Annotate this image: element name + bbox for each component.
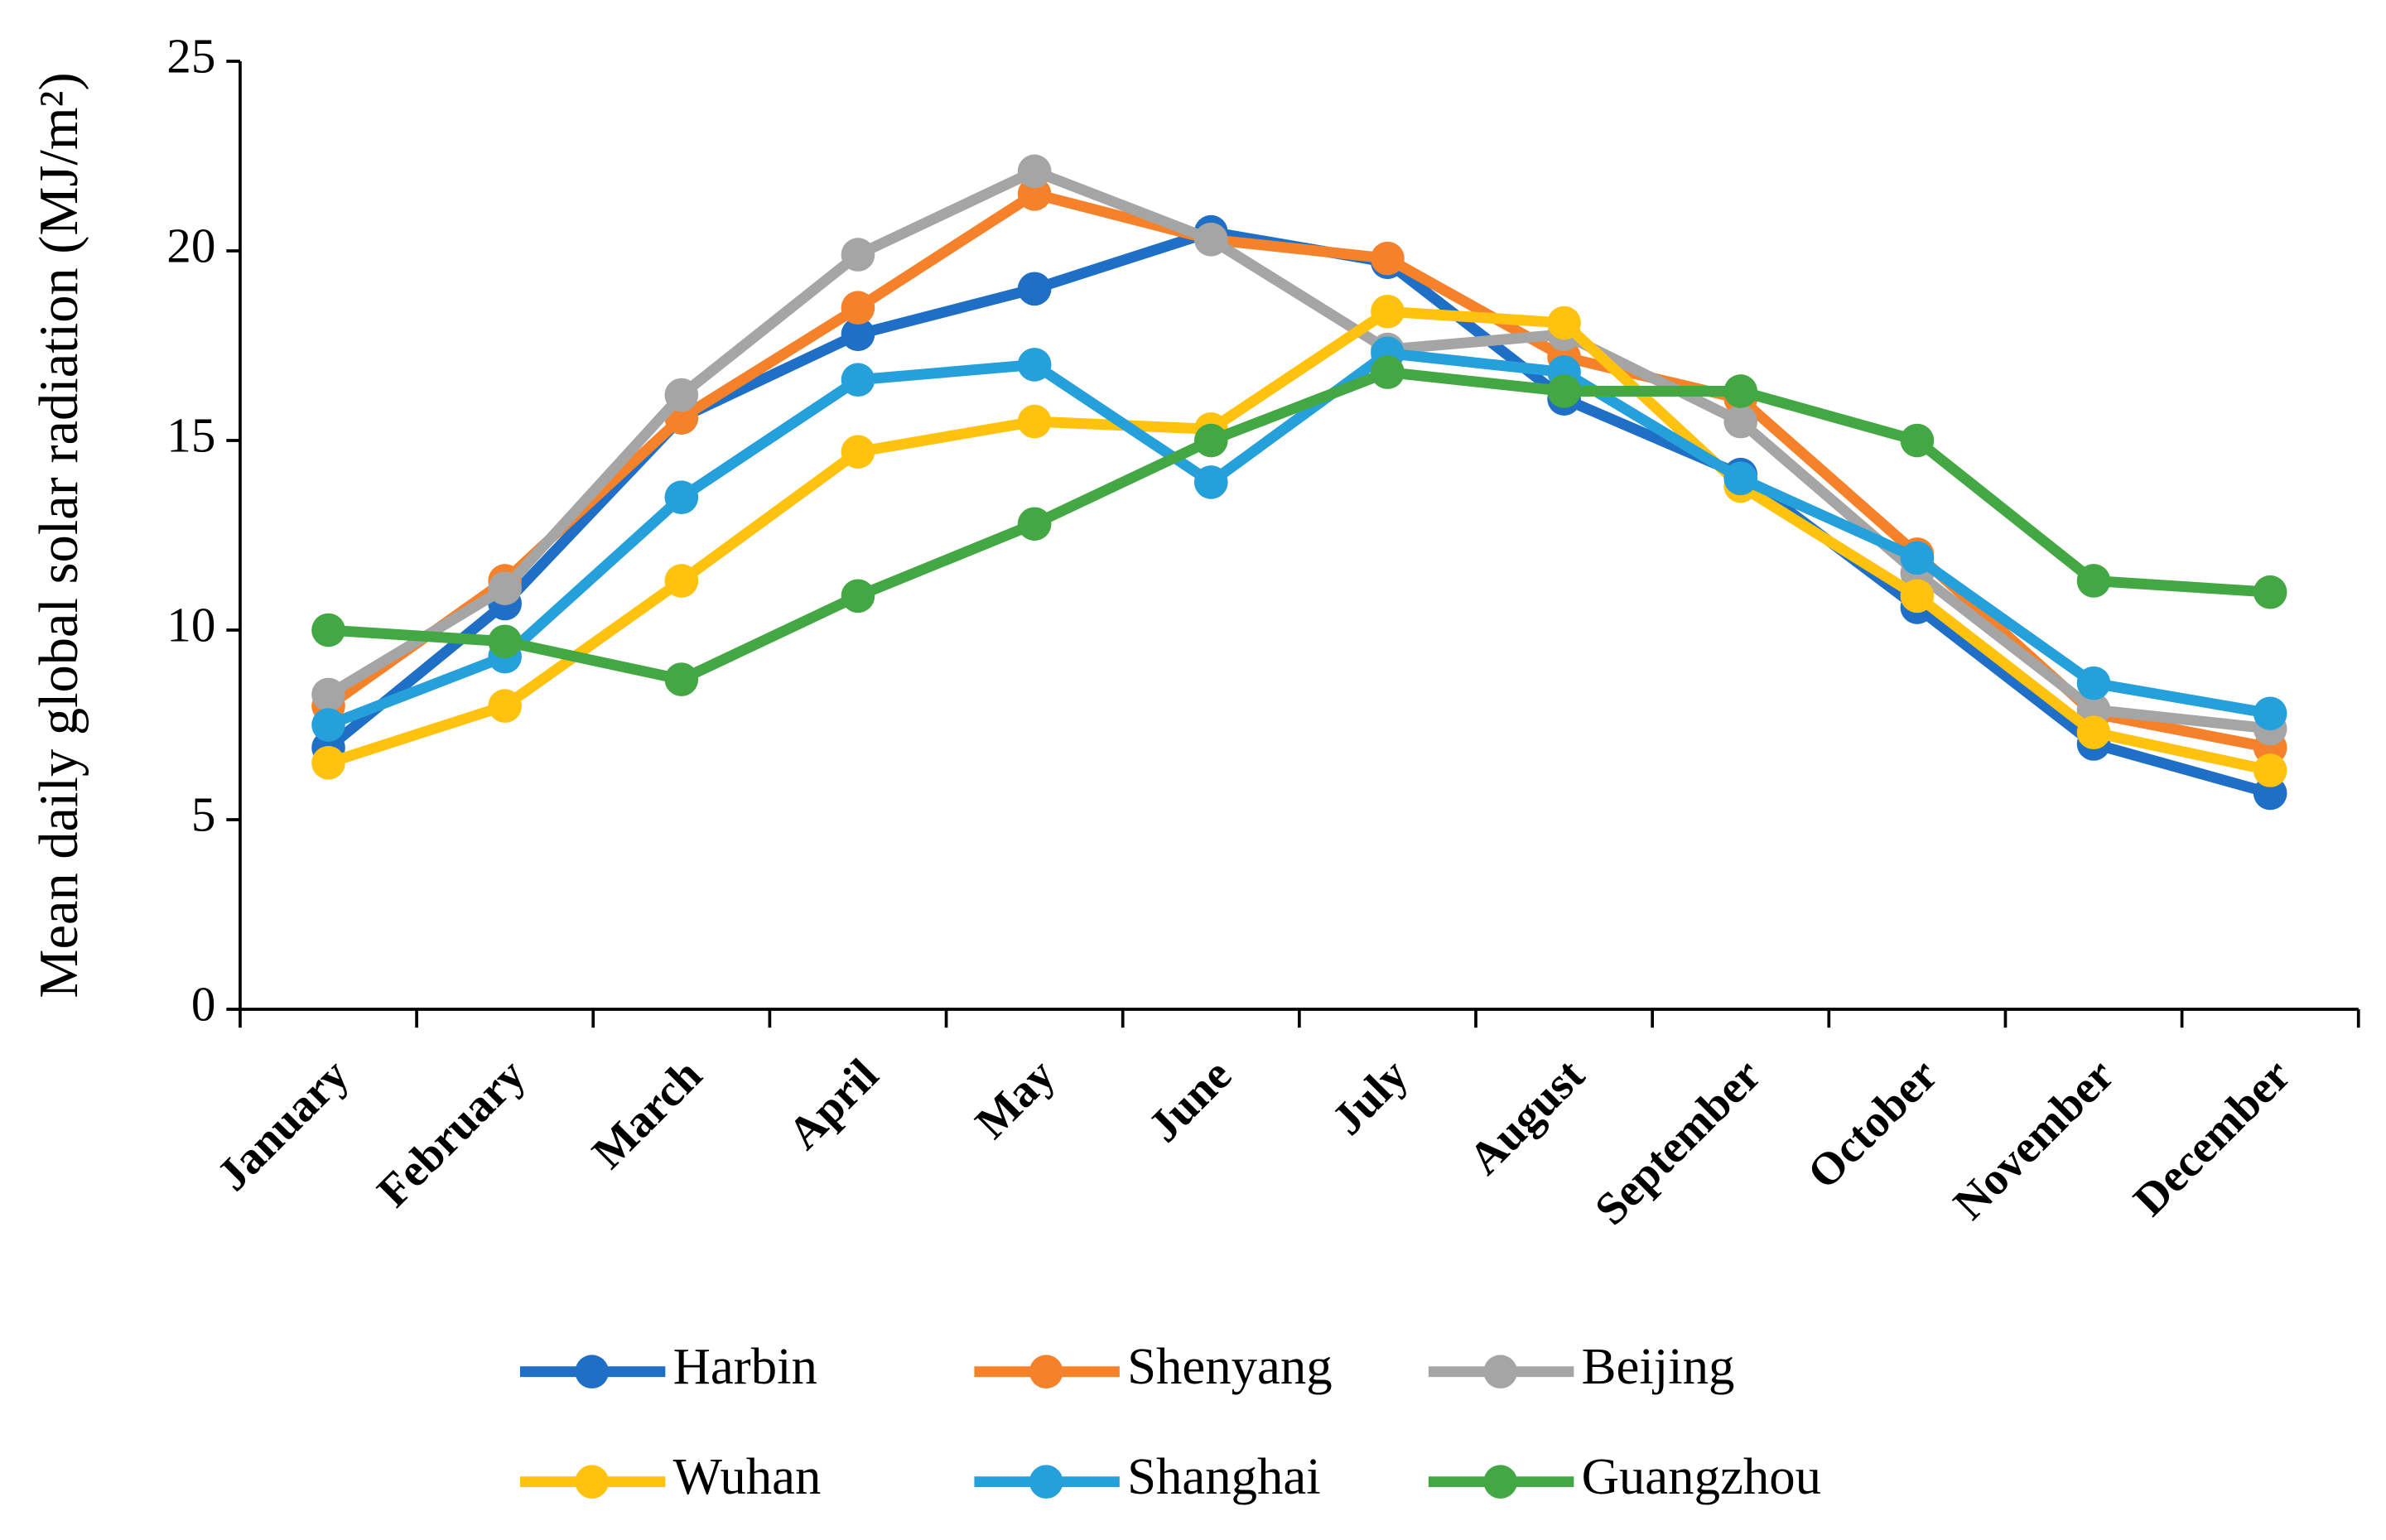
legend-label: Wuhan [673, 1447, 822, 1505]
data-point [311, 746, 345, 780]
data-point [841, 317, 875, 352]
data-point [1017, 272, 1052, 306]
series-line [326, 306, 2272, 776]
x-tick-label: March [582, 1049, 711, 1178]
data-point [841, 291, 875, 325]
data-point [488, 624, 522, 659]
data-point [664, 662, 699, 696]
data-point [1017, 348, 1052, 382]
data-point [1017, 404, 1052, 439]
x-tick-label: June [1139, 1049, 1241, 1152]
data-point [1547, 374, 1581, 408]
x-tick-label: August [1459, 1049, 1594, 1184]
x-tick-label: September [1585, 1049, 1771, 1234]
legend-label: Shenyang [1127, 1337, 1333, 1395]
data-point [1723, 404, 1758, 439]
data-point [841, 579, 875, 614]
data-point [1900, 579, 1935, 614]
data-point [2253, 696, 2287, 731]
data-point [1371, 294, 1405, 329]
y-tick-label: 20 [166, 219, 215, 273]
legend-marker [575, 1355, 610, 1389]
data-point [841, 238, 875, 272]
data-point [2253, 753, 2287, 787]
x-tick-label: April [778, 1049, 888, 1158]
data-point [664, 480, 699, 515]
legend-marker [1029, 1465, 1063, 1499]
data-point [1900, 541, 1935, 575]
data-point [841, 363, 875, 397]
series-line [328, 367, 2271, 686]
series-line [326, 348, 2272, 730]
series-line [325, 166, 2271, 734]
data-point [2076, 564, 2111, 598]
x-tick-label: January [207, 1049, 359, 1201]
legend-label: Guangzhou [1582, 1447, 1821, 1505]
data-point [311, 613, 345, 647]
data-point [1900, 423, 1935, 458]
data-point [1193, 222, 1228, 257]
legend-label: Beijing [1582, 1337, 1735, 1395]
legend-marker [1483, 1355, 1518, 1389]
y-axis-label: Mean daily global solar radiation (MJ/m²… [29, 72, 89, 998]
series-line [325, 226, 2272, 799]
y-tick-label: 0 [191, 977, 216, 1032]
data-point [1723, 374, 1758, 408]
legend-marker [575, 1465, 610, 1499]
data-point [1371, 355, 1405, 389]
data-point [311, 708, 345, 742]
x-tick-label: November [1944, 1049, 2123, 1229]
data-point [1723, 461, 1758, 496]
x-tick-label: July [1322, 1049, 1417, 1144]
data-point [488, 689, 522, 723]
data-point [2076, 666, 2111, 700]
data-point [311, 677, 345, 712]
x-tick-label: October [1798, 1049, 1947, 1198]
legend-label: Shanghai [1127, 1447, 1321, 1505]
y-tick-label: 10 [166, 598, 215, 652]
data-point [1547, 306, 1581, 340]
data-point [488, 571, 522, 605]
data-point [1017, 154, 1052, 189]
data-point [2253, 575, 2287, 609]
data-point [664, 564, 699, 598]
data-point [841, 435, 875, 469]
x-tick-label: December [2123, 1049, 2300, 1225]
data-point [664, 378, 699, 412]
legend-marker [1029, 1355, 1063, 1389]
data-point [1193, 423, 1228, 458]
data-point [1371, 241, 1405, 276]
data-point [1193, 465, 1228, 499]
data-point [1017, 507, 1052, 541]
y-tick-label: 15 [166, 408, 215, 463]
y-tick-label: 25 [166, 29, 215, 84]
x-tick-label: May [966, 1049, 1064, 1148]
data-point [2076, 715, 2111, 749]
x-tick-label: February [368, 1049, 535, 1216]
y-tick-label: 5 [191, 787, 216, 842]
legend-label: Harbin [673, 1337, 817, 1395]
legend-marker [1483, 1465, 1518, 1499]
